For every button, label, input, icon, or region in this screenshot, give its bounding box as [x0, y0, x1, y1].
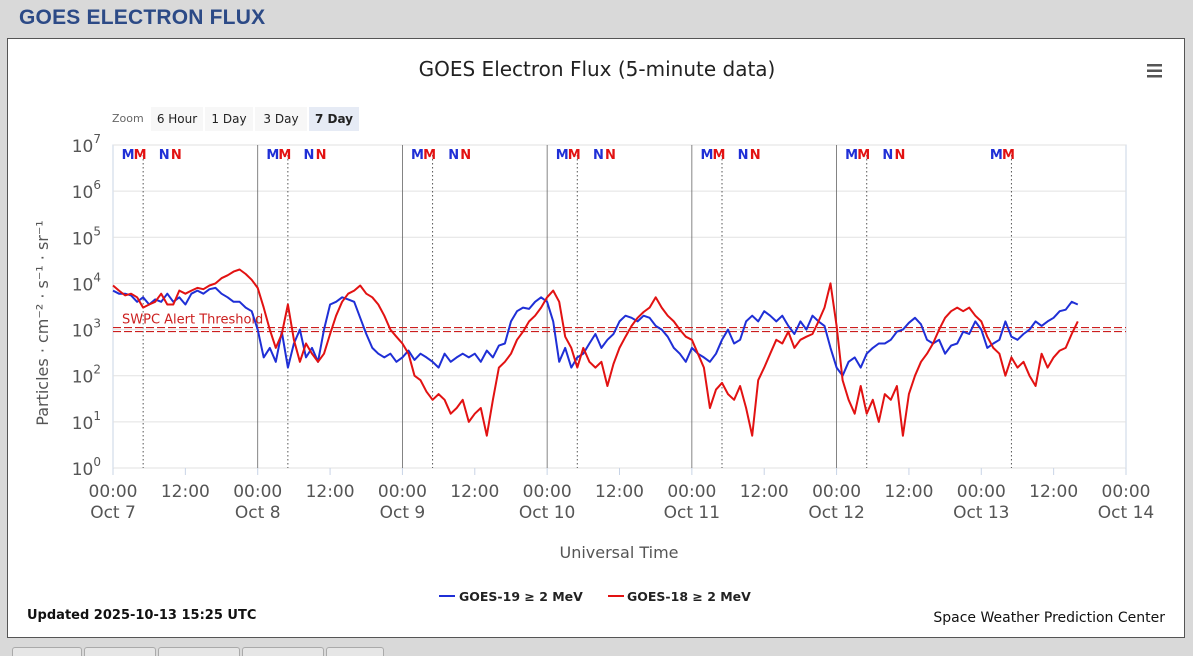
zoom-button-bg	[205, 107, 253, 131]
zoom-label: Zoom	[112, 112, 144, 125]
y-tick-label: 107	[72, 132, 101, 157]
legend-item-goes19[interactable]: GOES-19 ≥ 2 MeV	[439, 589, 583, 604]
updated-timestamp: Updated 2025-10-13 15:25 UTC	[27, 608, 256, 623]
orbit-marker-m: M	[134, 148, 147, 163]
orbit-marker-m: M	[1002, 148, 1015, 163]
threshold-label: SWPC Alert Threshold	[122, 313, 263, 328]
x-tick-time: 12:00	[1029, 482, 1078, 502]
zoom-button-bg	[309, 107, 359, 131]
x-tick-time: 12:00	[306, 482, 355, 502]
x-tick-time: 00:00	[89, 482, 138, 502]
series-line-goes18	[112, 268, 1079, 437]
zoom-button-7-day[interactable]: 7 Day	[309, 107, 359, 131]
orbit-marker-n: N	[894, 148, 905, 163]
orbit-marker-n: N	[882, 148, 893, 163]
y-tick-label: 106	[72, 178, 101, 203]
bottom-tab-strip	[0, 641, 1193, 656]
orbit-marker-n: N	[460, 148, 471, 163]
y-tick-label: 105	[72, 224, 101, 249]
chart: GOES Electron Flux (5-minute data) Zoom …	[27, 57, 1165, 626]
series-line-goes19	[112, 286, 1079, 377]
zoom-button-label: 1 Day	[211, 112, 246, 126]
orbit-marker-m: M	[700, 148, 713, 163]
y-tick-label: 102	[72, 363, 101, 388]
orbit-marker-m: M	[278, 148, 291, 163]
x-tick-time: 12:00	[884, 482, 933, 502]
x-tick-date: Oct 7	[90, 503, 136, 523]
x-tick-time: 00:00	[523, 482, 572, 502]
orbit-marker-n: N	[316, 148, 327, 163]
x-tick-time: 00:00	[1102, 482, 1151, 502]
x-tick-date: Oct 11	[664, 503, 720, 523]
zoom-button-label: 7 Day	[315, 112, 353, 126]
top-bar: GOES ELECTRON FLUX	[0, 0, 1193, 38]
orbit-marker-n: N	[605, 148, 616, 163]
x-tick-time: 12:00	[161, 482, 210, 502]
orbit-marker-m: M	[556, 148, 569, 163]
y-tick-label: 103	[72, 317, 101, 342]
x-tick-time: 12:00	[595, 482, 644, 502]
x-tick-time: 00:00	[378, 482, 427, 502]
orbit-marker-m: M	[568, 148, 581, 163]
zoom-button-label: 3 Day	[263, 112, 298, 126]
hamburger-menu-icon[interactable]	[1138, 59, 1162, 79]
zoom-button-6-hour[interactable]: 6 Hour	[151, 107, 203, 131]
orbit-marker-n: N	[159, 148, 170, 163]
orbit-marker-m: M	[122, 148, 135, 163]
y-tick-label: 101	[72, 409, 101, 434]
x-tick-date: Oct 9	[380, 503, 426, 523]
orbit-marker-m: M	[845, 148, 858, 163]
x-tick-date: Oct 8	[235, 503, 281, 523]
x-tick-time: 00:00	[233, 482, 282, 502]
x-tick-time: 00:00	[957, 482, 1006, 502]
y-tick-label: 104	[72, 270, 101, 295]
legend-label-goes19: GOES-19 ≥ 2 MeV	[459, 589, 583, 604]
x-tick-date: Oct 12	[808, 503, 864, 523]
x-tick-time: 00:00	[667, 482, 716, 502]
x-tick-date: Oct 10	[519, 503, 575, 523]
x-tick-date: Oct 13	[953, 503, 1009, 523]
orbit-marker-n: N	[448, 148, 459, 163]
legend-item-goes18[interactable]: GOES-18 ≥ 2 MeV	[608, 589, 751, 604]
orbit-marker-n: N	[171, 148, 182, 163]
x-tick-time: 00:00	[812, 482, 861, 502]
plot-border	[112, 144, 1127, 469]
orbit-marker-m: M	[857, 148, 870, 163]
orbit-marker-m: M	[713, 148, 726, 163]
orbit-marker-m: M	[266, 148, 279, 163]
legend: GOES-19 ≥ 2 MeV GOES-18 ≥ 2 MeV	[439, 589, 751, 604]
zoom-button-1-day[interactable]: 1 Day	[205, 107, 253, 131]
zoom-button-label: 6 Hour	[157, 112, 197, 126]
page-title: GOES ELECTRON FLUX	[19, 6, 266, 29]
x-tick-date: Oct 14	[1098, 503, 1154, 523]
zoom-button-bg	[255, 107, 307, 131]
chart-title: GOES Electron Flux (5-minute data)	[419, 57, 776, 81]
legend-label-goes18: GOES-18 ≥ 2 MeV	[627, 589, 751, 604]
orbit-marker-m: M	[990, 148, 1003, 163]
orbit-marker-m: M	[411, 148, 424, 163]
orbit-marker-n: N	[593, 148, 604, 163]
y-tick-label: 100	[72, 455, 101, 480]
orbit-marker-n: N	[738, 148, 749, 163]
orbit-marker-n: N	[750, 148, 761, 163]
orbit-marker-m: M	[423, 148, 436, 163]
credit-text: Space Weather Prediction Center	[933, 610, 1165, 626]
zoom-button-bg	[151, 107, 203, 131]
zoom-buttons: 6 Hour 1 Day 3 Day 7 Day	[151, 107, 359, 131]
y-axis-title: Particles · cm⁻² · s⁻¹ · sr⁻¹	[33, 220, 52, 425]
orbit-marker-n: N	[304, 148, 315, 163]
zoom-button-3-day[interactable]: 3 Day	[255, 107, 307, 131]
chart-panel: GOES Electron Flux (5-minute data) Zoom …	[7, 38, 1185, 638]
x-tick-time: 12:00	[740, 482, 789, 502]
x-axis-title: Universal Time	[559, 543, 678, 562]
x-tick-time: 12:00	[450, 482, 499, 502]
